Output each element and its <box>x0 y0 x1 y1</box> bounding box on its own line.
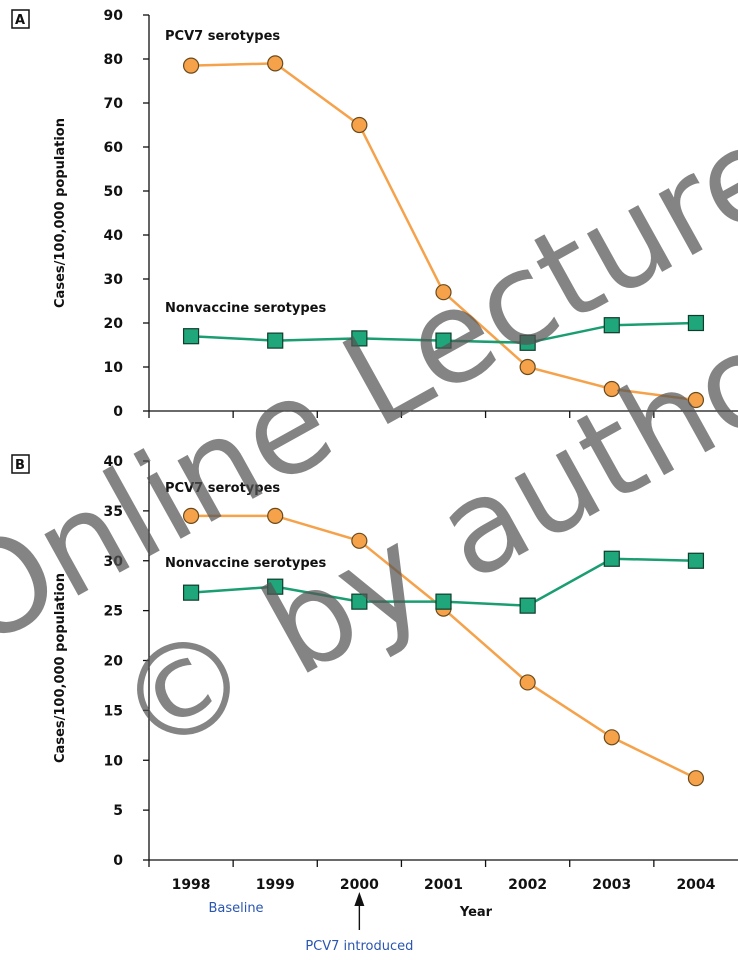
data-point-nonvaccine <box>519 597 536 614</box>
data-point-pcv7 <box>687 391 705 409</box>
data-point-pcv7 <box>603 729 620 746</box>
data-point-pcv7 <box>351 532 368 549</box>
x-tick-label: 2000 <box>340 877 379 893</box>
data-point-pcv7 <box>182 57 200 74</box>
panel-label-box <box>11 454 30 474</box>
data-point-nonvaccine <box>351 330 368 347</box>
series-label-nonvaccine: Nonvaccine serotypes <box>165 556 326 571</box>
series-label-pcv7: PCV7 serotypes <box>165 29 280 44</box>
y-tick-label: 80 <box>104 52 124 68</box>
y-tick-label: 35 <box>104 504 123 520</box>
data-point-pcv7 <box>519 358 536 376</box>
y-tick-label: 0 <box>113 404 123 420</box>
panel-b: B 0 5 10 15 20 25 30 35 40 Cases/100,000 populatio… <box>11 454 738 869</box>
y-tick-label: 25 <box>104 604 123 620</box>
panel-label-box <box>11 9 30 29</box>
panel-label: A <box>15 13 25 28</box>
y-axis-title: Cases/100,000 population <box>53 118 68 308</box>
data-point-nonvaccine <box>182 328 200 345</box>
data-point-pcv7 <box>519 674 536 691</box>
y-tick-label: 5 <box>113 803 123 819</box>
y-tick-label: 0 <box>113 853 123 869</box>
data-point-pcv7 <box>351 116 368 134</box>
y-tick-label: 20 <box>104 316 124 332</box>
y-tick-label: 10 <box>104 360 124 376</box>
y-axis-title: Cases/100,000 population <box>53 573 68 763</box>
x-tick-label: 2001 <box>424 877 463 893</box>
y-tick-label: 60 <box>104 140 124 156</box>
data-point-pcv7 <box>687 770 705 787</box>
data-point-nonvaccine <box>519 334 536 351</box>
y-tick-label: 70 <box>104 96 124 112</box>
panel-label: B <box>15 458 25 473</box>
y-tick-label: 40 <box>104 454 124 470</box>
x-axis-title: Year <box>459 905 493 920</box>
data-point-nonvaccine <box>267 332 284 349</box>
y-tick-label: 30 <box>104 554 124 570</box>
introduced-arrow-head <box>354 892 365 906</box>
baseline-annotation: Baseline <box>208 901 263 916</box>
data-point-nonvaccine <box>603 550 620 567</box>
series-label-nonvaccine: Nonvaccine serotypes <box>165 301 326 316</box>
data-point-nonvaccine <box>351 593 368 610</box>
data-point-pcv7 <box>267 507 284 524</box>
data-point-pcv7 <box>182 507 200 524</box>
series-label-pcv7: PCV7 serotypes <box>165 481 280 496</box>
y-tick-label: 20 <box>104 654 124 670</box>
x-tick-label: 2002 <box>508 877 547 893</box>
y-tick-label: 10 <box>104 753 124 769</box>
data-point-nonvaccine <box>267 578 284 595</box>
x-tick-label: 2004 <box>676 877 715 893</box>
y-tick-label: 15 <box>104 703 123 719</box>
series-line-pcv7 <box>191 62 697 402</box>
panel-a: A 0 10 20 30 40 50 60 70 80 90 Cases/100,000 popula… <box>11 8 738 420</box>
data-point-nonvaccine <box>182 584 200 601</box>
data-point-pcv7 <box>603 380 620 398</box>
x-tick-label: 1999 <box>256 877 295 893</box>
data-point-nonvaccine <box>603 317 620 334</box>
y-tick-label: 30 <box>104 272 124 288</box>
data-point-nonvaccine <box>687 314 705 332</box>
data-point-nonvaccine <box>435 332 452 349</box>
y-tick-label: 90 <box>104 8 124 24</box>
x-tick-label: 2003 <box>592 877 631 893</box>
data-point-nonvaccine <box>687 552 705 569</box>
x-tick-label: 1998 <box>172 877 211 893</box>
y-tick-label: 50 <box>104 184 124 200</box>
data-point-pcv7 <box>435 284 452 301</box>
y-tick-label: 40 <box>104 228 124 244</box>
introduced-annotation: PCV7 introduced <box>305 939 413 954</box>
data-point-nonvaccine <box>435 593 452 610</box>
data-point-pcv7 <box>267 55 284 72</box>
